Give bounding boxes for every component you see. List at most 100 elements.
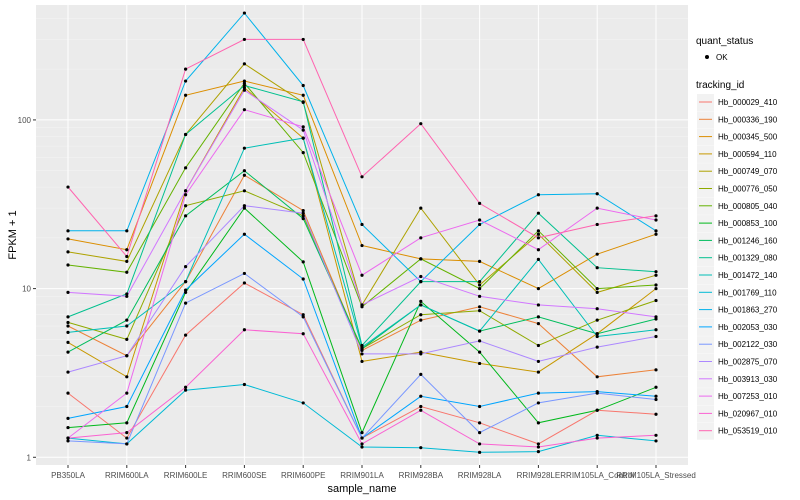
data-point [184,288,188,292]
data-points [66,11,658,454]
data-point [536,229,541,233]
data-point [301,128,305,132]
data-point [595,290,599,294]
data-point [419,372,423,376]
data-point [419,274,423,279]
legend-label: Hb_000345_500 [718,133,778,142]
legend-label: Hb_000336_190 [718,115,778,124]
data-point [242,62,246,66]
x-tick-label: RRIM928LE [517,471,561,480]
data-point [478,222,482,227]
data-point [595,375,599,379]
data-point [184,265,188,269]
data-point [654,283,658,287]
data-point [419,313,423,317]
data-point [66,425,70,430]
data-point [654,229,658,233]
data-point [66,324,70,328]
legend-label: Hb_000749_070 [718,167,778,176]
data-point [419,394,423,398]
legend-label: Hb_001472_140 [718,271,778,280]
data-point [654,298,658,303]
data-point [301,216,305,221]
data-point [478,404,482,409]
x-tick-label: RRIM600PE [281,471,325,480]
data-point [419,303,423,307]
data-point [125,431,129,435]
data-point [595,436,599,440]
y-tick-label: 100 [18,116,32,125]
data-point [595,334,599,339]
data-point [66,290,70,294]
data-point [66,350,70,354]
data-point [536,359,541,364]
data-point [125,391,129,395]
data-point [125,229,129,233]
data-point [301,100,305,104]
data-point [125,248,129,252]
data-point [184,193,188,197]
data-point [184,214,188,218]
data-point [242,328,246,332]
data-point [419,236,423,240]
data-point [301,151,305,155]
data-point [595,307,599,311]
data-point [242,281,246,285]
data-point [536,232,541,236]
y-tick-label: 1 [27,453,32,462]
data-point [360,303,364,307]
data-point [595,192,599,196]
data-point [536,315,541,319]
data-point [301,208,305,213]
data-point [184,204,188,208]
data-point [654,232,658,236]
data-point [654,214,658,218]
data-point [184,388,188,392]
data-point [184,166,188,170]
data-point [595,266,599,270]
data-point [360,359,364,364]
data-point [242,79,246,83]
x-tick-label: RRIM600LA [105,471,149,480]
x-axis-title: sample_name [327,483,396,495]
data-point [536,248,541,252]
data-point [536,445,541,449]
data-point [301,93,305,97]
data-point [125,436,129,440]
data-point [301,211,305,215]
data-point [360,243,364,248]
data-point [536,421,541,425]
data-point [242,189,246,193]
data-point [301,277,305,281]
data-point [654,439,658,443]
data-point [478,309,482,313]
data-point [360,222,364,227]
data-point [66,340,70,344]
x-tick-label: RRIM600SE [222,471,266,480]
data-point [66,229,70,233]
x-tick-label: RRIM600LE [164,471,208,480]
data-point [301,83,305,88]
data-point [478,218,482,222]
data-point [125,354,129,358]
data-point [360,431,364,435]
tracking-id-legend-title: tracking_id [696,80,744,91]
data-point [184,79,188,83]
data-point [654,218,658,222]
data-point [66,315,70,319]
data-point [654,273,658,277]
data-point [301,332,305,336]
quant-status-ok-label: OK [716,53,728,62]
data-point [536,286,541,291]
data-point [419,122,423,126]
data-point [536,391,541,395]
tracking-id-legend: tracking_id Hb_000029_410Hb_000336_190Hb… [696,80,778,440]
data-point [125,292,129,296]
data-point [360,445,364,449]
data-point [654,328,658,332]
legend-label: Hb_001769_110 [718,288,777,297]
data-point [595,345,599,349]
y-axis-title: FPKM + 1 [7,210,19,259]
data-point [478,294,482,298]
